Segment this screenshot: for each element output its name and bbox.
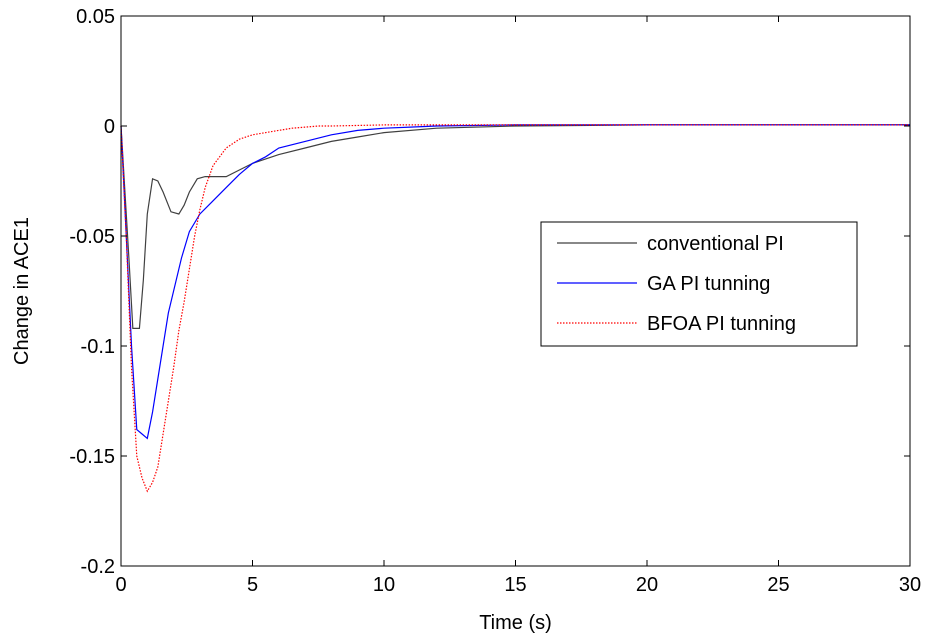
legend-label-1: conventional PI: [647, 233, 784, 255]
legend-label-3: BFOA PI tunning: [647, 313, 796, 335]
series-line-2: [120, 124, 910, 440]
x-tick-label: 0: [115, 574, 126, 596]
x-tick-label: 20: [636, 574, 658, 596]
y-tick-label: 0.05: [76, 6, 115, 28]
tick-labels: 0 5 10 15 20 25 30 -0.2 -0.15 -0.1 -0.05 0 0.05: [69, 6, 921, 596]
legend: conventional PI GA PI tunning BFOA PI tunn…: [540, 221, 858, 347]
series-group: [120, 124, 910, 493]
x-tick-label: 15: [504, 574, 526, 596]
ticks: [120, 15, 911, 567]
x-tick-label: 10: [373, 574, 395, 596]
x-tick-label: 5: [247, 574, 258, 596]
legend-label-2: GA PI tunning: [647, 273, 770, 295]
x-tick-label: 25: [767, 574, 789, 596]
y-tick-label: -0.15: [69, 446, 115, 468]
y-tick-label: 0: [104, 116, 115, 138]
legend-entries: conventional PI GA PI tunning BFOA PI tunn…: [557, 233, 796, 335]
y-tick-label: -0.2: [81, 556, 115, 578]
x-tick-label: 30: [899, 574, 921, 596]
x-axis-label: Time (s): [479, 612, 552, 634]
y-axis-label: Change in ACE1: [11, 217, 33, 365]
y-tick-label: -0.05: [69, 226, 115, 248]
y-tick-label: -0.1: [81, 336, 115, 358]
series-line-1: [120, 124, 910, 329]
